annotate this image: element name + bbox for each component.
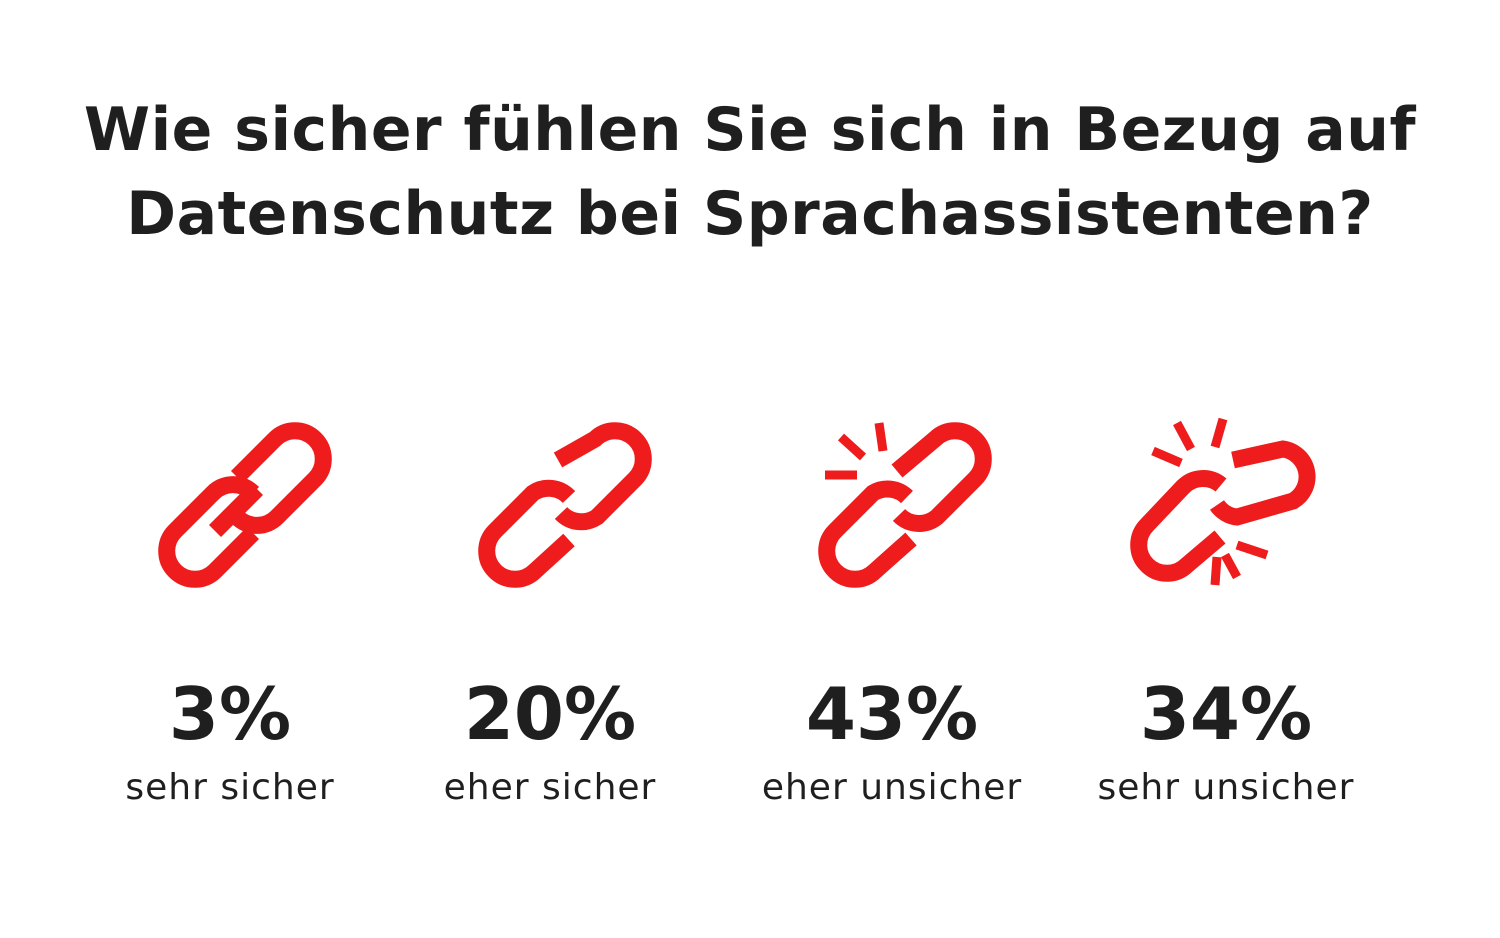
chain-link-separated-icon	[465, 405, 665, 605]
category-label-sehr-unsicher: sehr unsicher	[1097, 767, 1355, 808]
chain-link-cracking-icon	[805, 405, 1005, 605]
value-label-eher-sicher: 20%	[463, 672, 637, 756]
value-label-eher-unsicher: 43%	[805, 672, 979, 756]
category-label-eher-sicher: eher sicher	[443, 767, 657, 808]
category-label-eher-unsicher: eher unsicher	[761, 767, 1023, 808]
chart-title-line-2: Datenschutz bei Sprachassistenten?	[126, 179, 1374, 249]
value-label-sehr-unsicher: 34%	[1139, 672, 1313, 756]
value-label-sehr-sicher: 3%	[168, 672, 292, 756]
chain-link-intact-icon	[145, 405, 345, 605]
chain-link-broken-icon	[1125, 405, 1325, 605]
chart-title: Wie sicher fühlen Sie sich in Bezug auf …	[0, 88, 1500, 256]
category-label-sehr-sicher: sehr sicher	[125, 767, 335, 808]
chart-title-line-1: Wie sicher fühlen Sie sich in Bezug auf	[83, 95, 1417, 165]
